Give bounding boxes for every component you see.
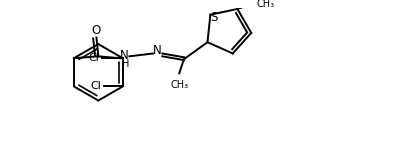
Text: S: S (211, 11, 218, 24)
Text: Cl: Cl (88, 53, 99, 63)
Text: Cl: Cl (90, 81, 101, 91)
Text: N: N (120, 49, 129, 62)
Text: CH₃: CH₃ (170, 80, 188, 90)
Text: N: N (153, 44, 162, 57)
Text: O: O (92, 24, 101, 37)
Text: H: H (122, 59, 129, 69)
Text: CH₃: CH₃ (256, 0, 274, 9)
